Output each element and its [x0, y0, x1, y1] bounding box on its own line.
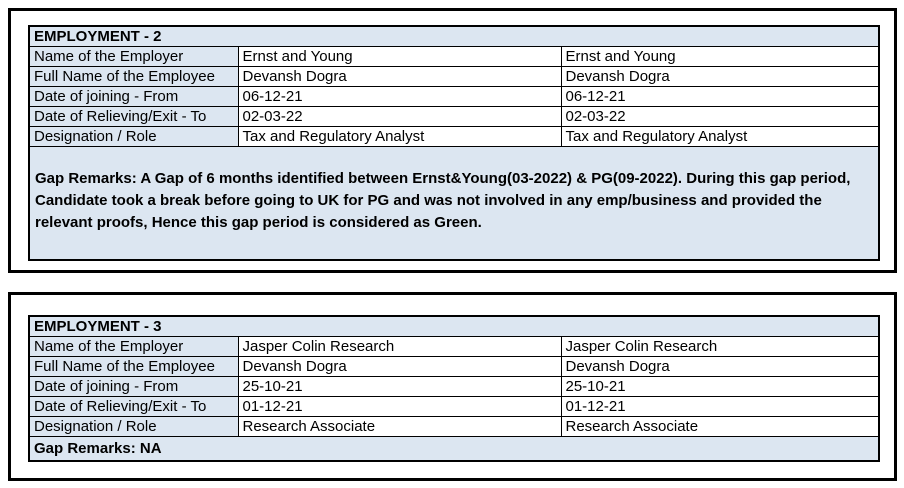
- gap-remarks-text: Gap Remarks: A Gap of 6 months identifie…: [28, 146, 880, 261]
- row-value-1: Devansh Dogra: [237, 66, 562, 87]
- row-value-2: Jasper Colin Research: [560, 336, 880, 357]
- row-value-1: Devansh Dogra: [237, 356, 562, 377]
- table-row-employee: Full Name of the Employee Devansh Dogra …: [28, 66, 880, 87]
- table-header-row: EMPLOYMENT - 2: [28, 25, 880, 47]
- row-value-2: Tax and Regulatory Analyst: [560, 126, 880, 147]
- row-label: Name of the Employer: [28, 336, 239, 357]
- table-row-employer: Name of the Employer Jasper Colin Resear…: [28, 336, 880, 357]
- row-value-1: Jasper Colin Research: [237, 336, 562, 357]
- table-row-date-relieving: Date of Relieving/Exit - To 02-03-22 02-…: [28, 106, 880, 127]
- row-value-2: Research Associate: [560, 416, 880, 437]
- table-header-row: EMPLOYMENT - 3: [28, 315, 880, 337]
- row-label: Date of joining - From: [28, 86, 239, 107]
- row-value-1: Ernst and Young: [237, 46, 562, 67]
- row-value-1: 02-03-22: [237, 106, 562, 127]
- gap-remarks-row: Gap Remarks: A Gap of 6 months identifie…: [28, 146, 880, 261]
- row-label: Date of Relieving/Exit - To: [28, 396, 239, 417]
- table-row-designation: Designation / Role Tax and Regulatory An…: [28, 126, 880, 147]
- table-row-employee: Full Name of the Employee Devansh Dogra …: [28, 356, 880, 377]
- row-value-2: 25-10-21: [560, 376, 880, 397]
- row-value-2: Devansh Dogra: [560, 66, 880, 87]
- table-row-date-relieving: Date of Relieving/Exit - To 01-12-21 01-…: [28, 396, 880, 417]
- employment-2-panel: EMPLOYMENT - 2 Name of the Employer Erns…: [8, 8, 897, 273]
- table-row-date-joining: Date of joining - From 25-10-21 25-10-21: [28, 376, 880, 397]
- employment-2-table: EMPLOYMENT - 2 Name of the Employer Erns…: [28, 25, 880, 261]
- row-label: Full Name of the Employee: [28, 356, 239, 377]
- row-value-2: 06-12-21: [560, 86, 880, 107]
- table-row-employer: Name of the Employer Ernst and Young Ern…: [28, 46, 880, 67]
- row-value-1: 25-10-21: [237, 376, 562, 397]
- row-label: Designation / Role: [28, 126, 239, 147]
- row-label: Date of Relieving/Exit - To: [28, 106, 239, 127]
- row-value-2: Devansh Dogra: [560, 356, 880, 377]
- table-row-date-joining: Date of joining - From 06-12-21 06-12-21: [28, 86, 880, 107]
- table-row-designation: Designation / Role Research Associate Re…: [28, 416, 880, 437]
- gap-remarks-row: Gap Remarks: NA: [28, 436, 880, 462]
- gap-remarks-text: Gap Remarks: NA: [28, 436, 880, 462]
- row-label: Designation / Role: [28, 416, 239, 437]
- row-value-1: 01-12-21: [237, 396, 562, 417]
- row-value-1: 06-12-21: [237, 86, 562, 107]
- table-title: EMPLOYMENT - 2: [28, 25, 880, 47]
- row-value-2: 02-03-22: [560, 106, 880, 127]
- row-value-2: 01-12-21: [560, 396, 880, 417]
- row-value-2: Ernst and Young: [560, 46, 880, 67]
- row-label: Full Name of the Employee: [28, 66, 239, 87]
- employment-3-table: EMPLOYMENT - 3 Name of the Employer Jasp…: [28, 315, 880, 462]
- row-label: Name of the Employer: [28, 46, 239, 67]
- employment-3-panel: EMPLOYMENT - 3 Name of the Employer Jasp…: [8, 292, 897, 481]
- row-value-1: Tax and Regulatory Analyst: [237, 126, 562, 147]
- row-label: Date of joining - From: [28, 376, 239, 397]
- row-value-1: Research Associate: [237, 416, 562, 437]
- table-title: EMPLOYMENT - 3: [28, 315, 880, 337]
